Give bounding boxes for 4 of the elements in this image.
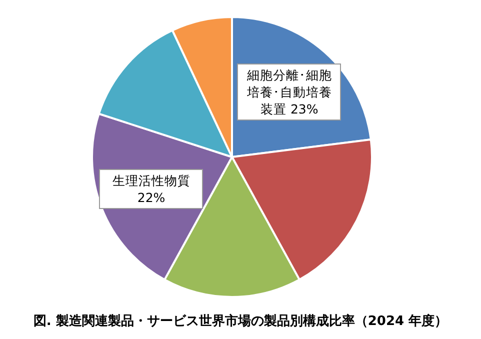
data-label: 22% [137, 190, 166, 205]
text: 図. 製造関連製品・サービス世界市場の製品別構成比率（2024 年度） [32, 312, 449, 330]
slice-label: 細胞分離･細胞培養･自動培養装置 23% [237, 63, 342, 120]
slice-label: 生理活性物質 [112, 172, 190, 188]
